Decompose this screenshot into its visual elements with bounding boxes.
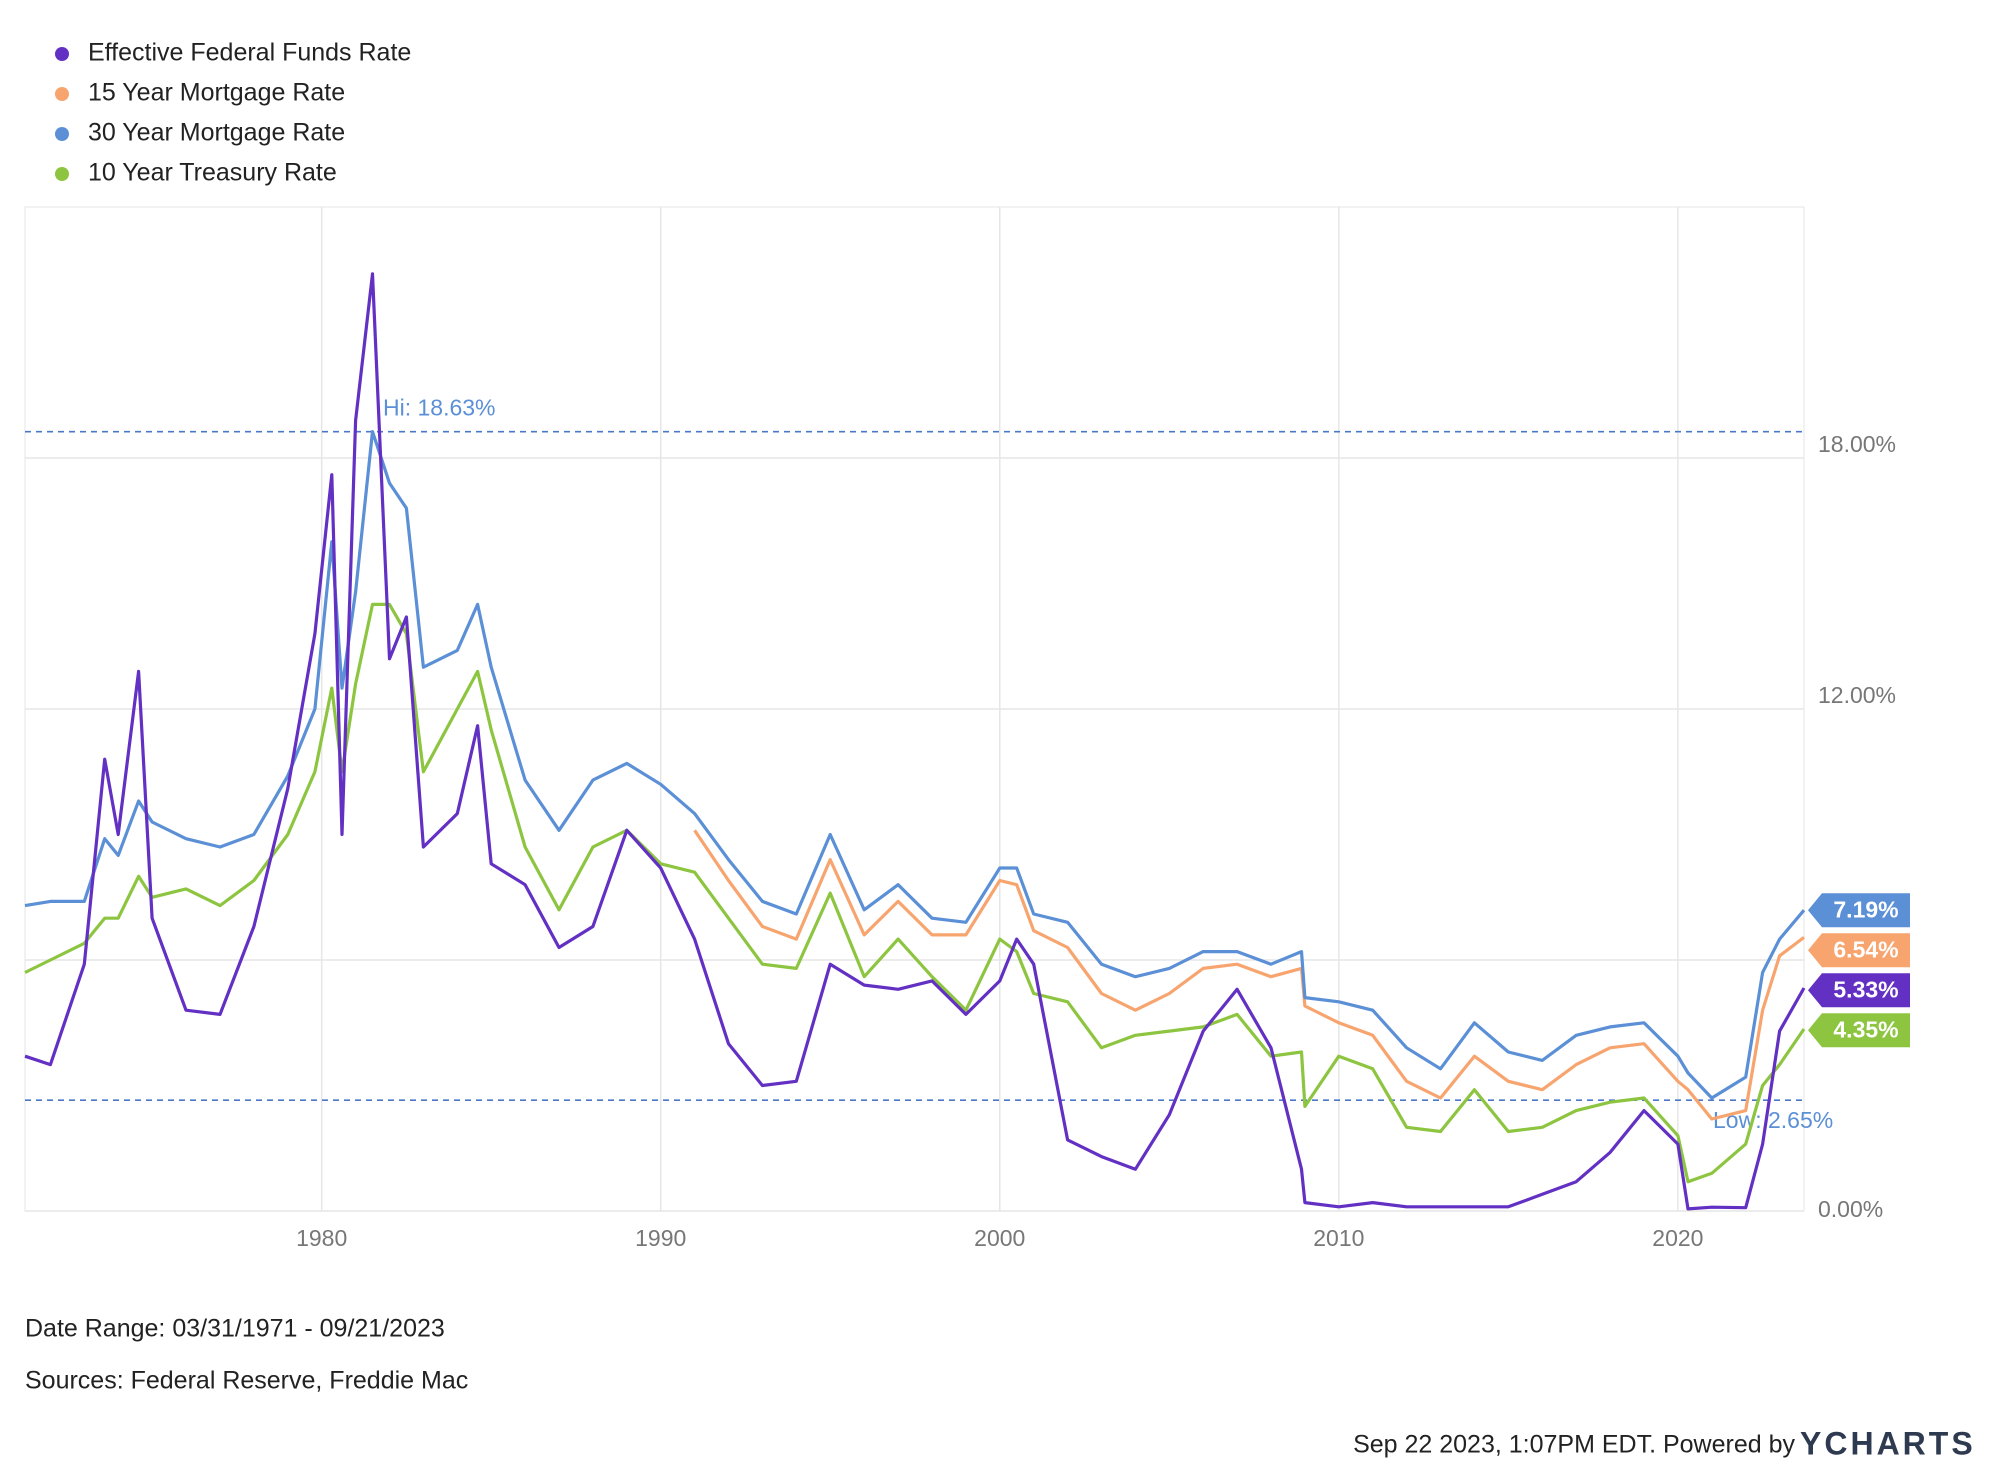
end-tag [1808, 933, 1910, 968]
end-label: 4.35% [1833, 1016, 1898, 1042]
legend-label: 15 Year Mortgage Rate [88, 79, 345, 107]
end-tag [1808, 1013, 1910, 1048]
end-tag [1808, 973, 1910, 1008]
y-tick-label: 0.00% [1818, 1196, 1883, 1222]
legend-marker [55, 167, 69, 181]
timestamp: Sep 22 2023, 1:07PM EDT. Powered by [1353, 1431, 1795, 1459]
x-tick-label: 1990 [635, 1225, 686, 1251]
end-tag [1808, 893, 1910, 928]
sources: Sources: Federal Reserve, Freddie Mac [25, 1367, 468, 1395]
brand-logo: YCHARTS [1800, 1425, 1976, 1461]
y-tick-label: 18.00% [1818, 431, 1896, 457]
legend-label: 10 Year Treasury Rate [88, 159, 337, 187]
reference-label: Hi: 18.63% [383, 395, 496, 421]
end-label: 7.19% [1833, 896, 1898, 922]
series-line [24, 272, 1806, 1211]
end-label: 6.54% [1833, 936, 1898, 962]
date-range: Date Range: 03/31/1971 - 09/21/2023 [25, 1315, 445, 1343]
x-tick-label: 2010 [1313, 1225, 1364, 1251]
end-label: 5.33% [1833, 976, 1898, 1002]
legend-marker [55, 47, 69, 61]
series-line [24, 602, 1806, 1184]
reference-label: Low: 2.65% [1713, 1107, 1833, 1133]
x-tick-label: 2020 [1652, 1225, 1703, 1251]
legend-label: 30 Year Mortgage Rate [88, 119, 345, 147]
series-line [24, 430, 1806, 1100]
legend-label: Effective Federal Funds Rate [88, 39, 411, 67]
series-line [693, 829, 1805, 1121]
legend-marker [55, 87, 69, 101]
y-tick-label: 12.00% [1818, 682, 1896, 708]
x-tick-label: 2000 [974, 1225, 1025, 1251]
x-tick-label: 1980 [296, 1225, 347, 1251]
legend-marker [55, 127, 69, 141]
